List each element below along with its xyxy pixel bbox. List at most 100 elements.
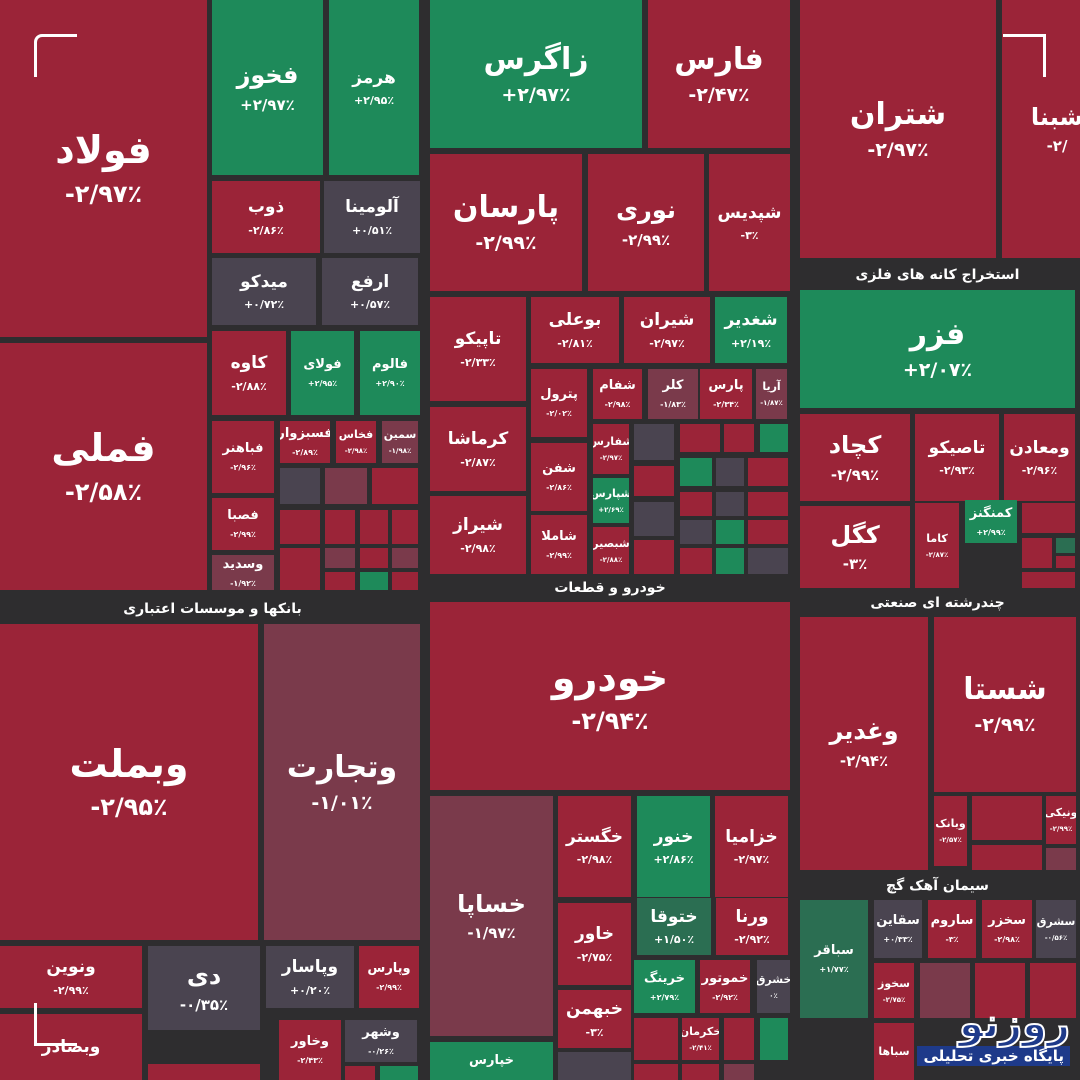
stock-tile-unlabeled[interactable]	[380, 1066, 418, 1080]
stock-tile[interactable]: کاما -۲/۸۷٪	[915, 503, 959, 588]
stock-tile[interactable]: بوعلی -۲/۸۱٪	[531, 297, 619, 363]
stock-tile-unlabeled[interactable]	[325, 548, 355, 568]
stock-tile-unlabeled[interactable]	[748, 548, 788, 574]
stock-tile[interactable]: شفن -۲/۸۶٪	[531, 443, 587, 511]
stock-tile-unlabeled[interactable]	[325, 510, 355, 544]
stock-tile-unlabeled[interactable]	[748, 492, 788, 516]
stock-tile-unlabeled[interactable]	[634, 424, 674, 460]
stock-tile-unlabeled[interactable]	[972, 796, 1042, 840]
stock-tile-unlabeled[interactable]	[724, 424, 754, 452]
stock-tile[interactable]: آلومینا +۰/۵۱٪	[324, 181, 420, 253]
stock-tile-unlabeled[interactable]	[748, 520, 788, 544]
stock-tile[interactable]: شاملا -۲/۹۹٪	[531, 515, 587, 574]
stock-tile-unlabeled[interactable]	[760, 1018, 788, 1060]
stock-tile[interactable]: شبنا -۲/	[1002, 0, 1080, 258]
stock-tile-unlabeled[interactable]	[680, 548, 712, 574]
stock-tile[interactable]: پارس -۲/۳۴٪	[700, 369, 752, 419]
stock-tile[interactable]: آریا -۱/۸۷٪	[756, 369, 787, 419]
stock-tile-unlabeled[interactable]	[280, 468, 320, 504]
stock-tile[interactable]: سخزر -۲/۹۸٪	[982, 900, 1032, 958]
stock-tile[interactable]: خموتور -۲/۹۲٪	[700, 960, 750, 1013]
stock-tile[interactable]: وشهر -۰/۲۶٪	[345, 1020, 417, 1062]
stock-tile[interactable]: فسبزوار -۲/۸۹٪	[280, 421, 330, 463]
stock-tile[interactable]: سقاین +۰/۳۳٪	[874, 900, 922, 958]
stock-tile[interactable]: شستا -۲/۹۹٪	[934, 617, 1076, 792]
stock-tile[interactable]: شبصیر -۲/۸۸٪	[593, 527, 629, 574]
stock-tile-unlabeled[interactable]	[975, 963, 1025, 1018]
stock-tile[interactable]: کچاد -۲/۹۹٪	[800, 414, 910, 501]
stock-tile[interactable]: شفارس -۲/۹۷٪	[593, 424, 629, 474]
stock-tile[interactable]: وتجارت -۱/۰۱٪	[264, 624, 420, 940]
stock-tile[interactable]: ذوب -۲/۸۶٪	[212, 181, 320, 253]
stock-tile[interactable]: سمین -۱/۹۸٪	[382, 421, 418, 463]
stock-tile[interactable]: خزامیا -۲/۹۷٪	[715, 796, 788, 897]
stock-tile-unlabeled[interactable]	[760, 424, 788, 452]
stock-tile[interactable]: وغدیر -۲/۹۴٪	[800, 617, 928, 870]
stock-tile-unlabeled[interactable]	[1046, 848, 1076, 870]
stock-tile[interactable]: سباقر +۱/۷۷٪	[800, 900, 868, 1018]
stock-tile[interactable]: خنور +۲/۸۶٪	[637, 796, 710, 897]
stock-tile[interactable]: فولای +۲/۹۵٪	[291, 331, 354, 415]
stock-tile[interactable]: خگستر -۲/۹۸٪	[558, 796, 631, 897]
stock-tile[interactable]: شپدیس -۳٪	[709, 154, 790, 291]
stock-tile[interactable]: فخوز +۲/۹۷٪	[212, 0, 323, 175]
stock-tile[interactable]: تاپیکو -۲/۳۳٪	[430, 297, 526, 401]
stock-tile-unlabeled[interactable]	[1022, 572, 1075, 588]
stock-tile[interactable]: ونوین -۲/۹۹٪	[0, 946, 142, 1008]
stock-tile[interactable]: خپارس	[430, 1042, 553, 1080]
stock-tile-unlabeled[interactable]	[634, 1064, 678, 1080]
stock-tile[interactable]: کرماشا -۲/۸۷٪	[430, 407, 526, 491]
stock-tile[interactable]: ومعادن -۲/۹۶٪	[1004, 414, 1075, 501]
stock-tile-unlabeled[interactable]	[392, 572, 418, 590]
stock-tile[interactable]: وخاور -۲/۴۳٪	[279, 1020, 341, 1080]
stock-tile-unlabeled[interactable]	[360, 510, 388, 544]
stock-tile-unlabeled[interactable]	[972, 845, 1042, 870]
stock-tile-unlabeled[interactable]	[634, 466, 674, 496]
stock-tile-unlabeled[interactable]	[716, 458, 744, 486]
stock-tile-unlabeled[interactable]	[392, 548, 418, 568]
stock-tile[interactable]: وبملت -۲/۹۵٪	[0, 624, 258, 940]
stock-tile[interactable]: پترول -۲/۰۲٪	[531, 369, 587, 437]
stock-tile[interactable]: سخوز -۲/۷۵٪	[874, 963, 914, 1018]
stock-tile-unlabeled[interactable]	[1056, 538, 1075, 553]
stock-tile[interactable]: شتران -۲/۹۷٪	[800, 0, 996, 258]
stock-tile[interactable]: سشرق -۰/۵۶٪	[1036, 900, 1076, 958]
stock-tile[interactable]: شپارس +۲/۶۹٪	[593, 478, 629, 523]
stock-tile[interactable]: شغدیر +۲/۱۹٪	[715, 297, 787, 363]
stock-tile[interactable]: فولاد -۲/۹۷٪	[0, 0, 207, 337]
stock-tile-unlabeled[interactable]	[724, 1018, 754, 1060]
stock-tile[interactable]: میدکو +۰/۷۲٪	[212, 258, 316, 325]
stock-tile[interactable]: وپاسار +۰/۲۰٪	[266, 946, 354, 1008]
stock-tile-unlabeled[interactable]	[1030, 963, 1076, 1018]
stock-tile-unlabeled[interactable]	[280, 548, 320, 590]
stock-tile-unlabeled[interactable]	[682, 1064, 719, 1080]
stock-tile-unlabeled[interactable]	[372, 468, 418, 504]
stock-tile[interactable]: دی -۰/۳۵٪	[148, 946, 260, 1030]
stock-tile[interactable]: خساپا -۱/۹۷٪	[430, 796, 553, 1036]
stock-tile-unlabeled[interactable]	[558, 1052, 631, 1080]
stock-tile[interactable]: کگل -۳٪	[800, 506, 910, 588]
stock-tile[interactable]: شیران -۲/۹۷٪	[624, 297, 710, 363]
stock-tile-unlabeled[interactable]	[392, 510, 418, 544]
stock-tile[interactable]: کمنگنز +۲/۹۹٪	[965, 500, 1017, 543]
stock-tile-unlabeled[interactable]	[716, 520, 744, 544]
stock-tile[interactable]: شیراز -۲/۹۸٪	[430, 496, 526, 574]
stock-tile[interactable]: ارفع +۰/۵۷٪	[322, 258, 418, 325]
stock-tile[interactable]: تاصیکو -۲/۹۳٪	[915, 414, 999, 501]
stock-tile-unlabeled[interactable]	[1056, 556, 1075, 568]
stock-tile-unlabeled[interactable]	[345, 1066, 375, 1080]
stock-tile[interactable]: خبهمن -۳٪	[558, 990, 631, 1048]
stock-tile[interactable]: کلر -۱/۸۳٪	[648, 369, 698, 419]
stock-tile[interactable]: فخاس -۲/۹۸٪	[336, 421, 376, 463]
stock-tile[interactable]: فارس -۲/۴۷٪	[648, 0, 790, 148]
stock-tile[interactable]: خودرو -۲/۹۴٪	[430, 602, 790, 790]
stock-tile-unlabeled[interactable]	[148, 1064, 260, 1080]
stock-tile-unlabeled[interactable]	[325, 468, 367, 504]
stock-tile[interactable]: ورنا -۲/۹۲٪	[716, 898, 788, 955]
stock-tile[interactable]: سباها	[874, 1023, 914, 1080]
stock-tile[interactable]: فالوم +۲/۹۰٪	[360, 331, 420, 415]
stock-tile[interactable]: ساروم -۳٪	[928, 900, 976, 958]
stock-tile[interactable]: کاوه -۲/۸۸٪	[212, 331, 286, 415]
stock-tile[interactable]: هرمز +۲/۹۵٪	[329, 0, 419, 175]
stock-tile[interactable]: وپارس -۲/۹۹٪	[359, 946, 419, 1008]
